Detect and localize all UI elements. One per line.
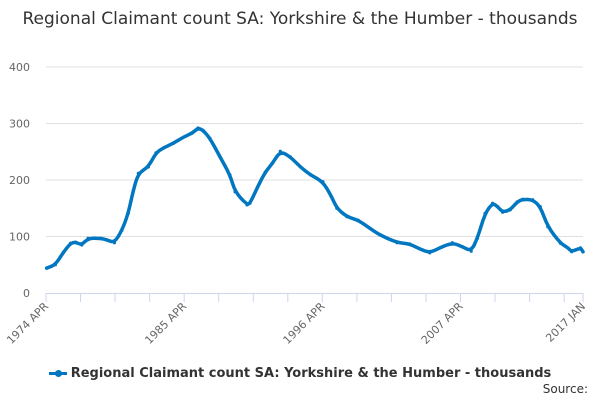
- data-point: [131, 188, 135, 192]
- data-point: [248, 201, 252, 205]
- data-point: [438, 246, 442, 250]
- data-point: [460, 245, 465, 249]
- data-point: [278, 149, 282, 153]
- data-point: [469, 249, 473, 253]
- data-point: [531, 198, 535, 202]
- data-point: [538, 204, 542, 209]
- data-point: [418, 247, 422, 251]
- data-point: [288, 155, 292, 159]
- data-point: [377, 233, 382, 237]
- data-point: [501, 210, 505, 214]
- y-tick-label: 400: [9, 61, 30, 74]
- data-point: [495, 204, 500, 209]
- data-point: [218, 155, 222, 159]
- x-tick-label: 1996 APR: [281, 300, 328, 347]
- data-point: [558, 241, 562, 245]
- x-tick-label: 1974 APR: [4, 300, 51, 347]
- data-point: [581, 250, 585, 254]
- data-point: [490, 201, 495, 205]
- data-point: [161, 146, 166, 150]
- data-point: [86, 236, 90, 240]
- data-point: [566, 246, 570, 250]
- data-point: [146, 165, 150, 169]
- data-point: [171, 141, 176, 145]
- data-point: [53, 263, 58, 267]
- data-point: [233, 190, 237, 194]
- source-label: Source:: [542, 382, 588, 396]
- data-point: [99, 236, 103, 240]
- data-point: [112, 241, 117, 245]
- data-point: [196, 126, 200, 130]
- data-point: [298, 165, 302, 169]
- data-point: [356, 218, 360, 222]
- x-tick-label: 1985 APR: [142, 300, 189, 347]
- data-point: [61, 251, 65, 255]
- y-tick-label: 200: [9, 174, 30, 187]
- legend-item[interactable]: Regional Claimant count SA: Yorkshire & …: [0, 366, 600, 381]
- chart-title: Regional Claimant count SA: Yorkshire & …: [22, 9, 578, 29]
- data-point: [321, 180, 325, 184]
- data-point: [208, 136, 212, 140]
- data-point: [228, 173, 232, 177]
- data-point: [120, 228, 124, 232]
- data-point: [80, 243, 84, 247]
- x-tick-label: 2017 JAN: [543, 300, 588, 345]
- data-point: [345, 215, 349, 219]
- data-point: [263, 170, 267, 174]
- data-point: [570, 250, 574, 254]
- data-point: [578, 246, 583, 250]
- legend-label: Regional Claimant count SA: Yorkshire & …: [70, 366, 552, 381]
- data-point: [483, 211, 487, 215]
- data-point: [521, 197, 525, 201]
- x-tick-label: 2007 APR: [419, 300, 466, 347]
- data-point: [73, 240, 78, 244]
- data-point: [335, 206, 339, 210]
- data-point: [428, 251, 432, 255]
- data-point: [154, 151, 158, 155]
- data-point: [308, 173, 313, 177]
- data-point: [136, 171, 140, 175]
- data-point: [190, 131, 194, 135]
- data-point: [395, 241, 399, 245]
- data-point: [181, 135, 186, 139]
- series-line: [44, 127, 585, 270]
- data-point: [201, 128, 205, 132]
- data-point: [546, 225, 550, 229]
- data-point: [508, 208, 512, 212]
- data-point: [408, 242, 412, 246]
- y-tick-label: 100: [9, 231, 30, 244]
- data-point: [105, 238, 109, 242]
- data-point: [450, 241, 454, 245]
- data-point: [68, 241, 73, 245]
- data-point: [367, 226, 372, 230]
- data-point: [515, 200, 519, 204]
- y-tick-label: 300: [9, 118, 30, 131]
- y-tick-label: 0: [23, 287, 30, 300]
- legend-symbol-icon: [48, 370, 67, 377]
- data-point: [475, 236, 480, 240]
- data-point: [256, 185, 260, 189]
- data-point: [330, 195, 334, 199]
- data-point: [126, 211, 130, 215]
- data-point: [45, 266, 49, 270]
- data-point: [271, 161, 275, 165]
- data-point: [245, 203, 249, 207]
